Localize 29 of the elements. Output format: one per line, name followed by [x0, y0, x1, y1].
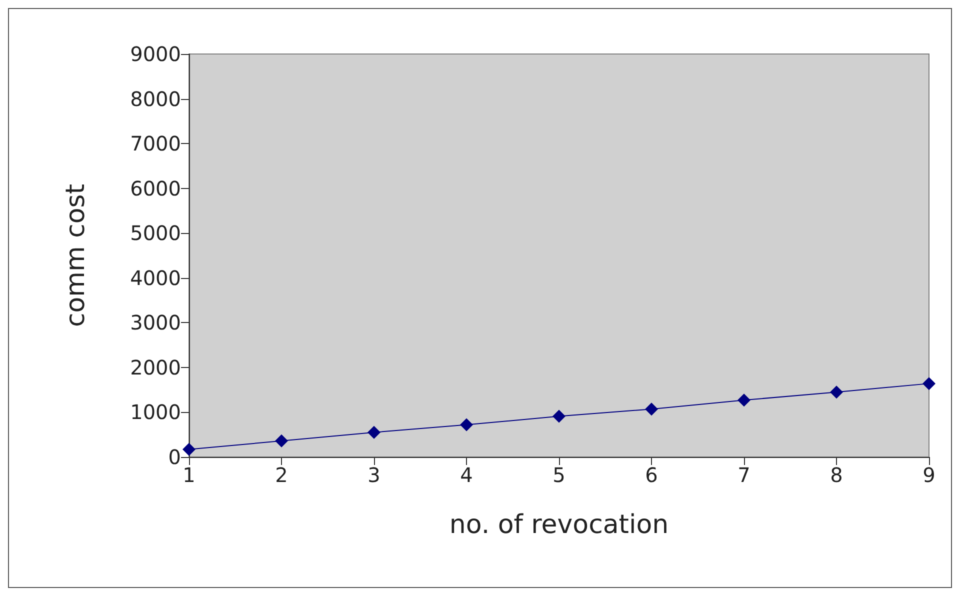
y-tick-label: 0 — [168, 445, 181, 469]
y-tick-label: 9000 — [130, 42, 181, 66]
y-tick-label: 2000 — [130, 355, 181, 380]
x-tick-label: 2 — [275, 463, 288, 487]
y-tick-label: 8000 — [130, 86, 181, 111]
x-tick-label: 6 — [645, 463, 658, 487]
x-tick-label: 9 — [922, 463, 936, 487]
x-tick-label: 3 — [368, 463, 380, 487]
point — [922, 377, 936, 390]
x-tick-label: 5 — [552, 463, 566, 487]
point — [275, 434, 288, 448]
x-tick-label: 7 — [738, 463, 750, 487]
y-tick-label: 5000 — [130, 221, 181, 246]
y-tick-label: 3000 — [130, 310, 181, 335]
point — [830, 386, 843, 399]
x-tick-label: 1 — [182, 463, 196, 487]
y-tick-label: 6000 — [130, 176, 181, 200]
x-tick-label: 4 — [460, 463, 473, 487]
point — [368, 426, 380, 439]
point — [552, 410, 566, 423]
y-tick-label: 7000 — [130, 132, 181, 156]
point — [645, 402, 658, 416]
x-axis-title: no. of revocation — [449, 510, 669, 540]
point — [738, 394, 750, 407]
point — [460, 418, 473, 432]
y-axis-title: comm cost — [61, 184, 91, 328]
x-tick-label: 8 — [830, 463, 843, 487]
y-tick-label: 4000 — [130, 266, 181, 290]
y-tick-label: 1000 — [130, 400, 181, 424]
